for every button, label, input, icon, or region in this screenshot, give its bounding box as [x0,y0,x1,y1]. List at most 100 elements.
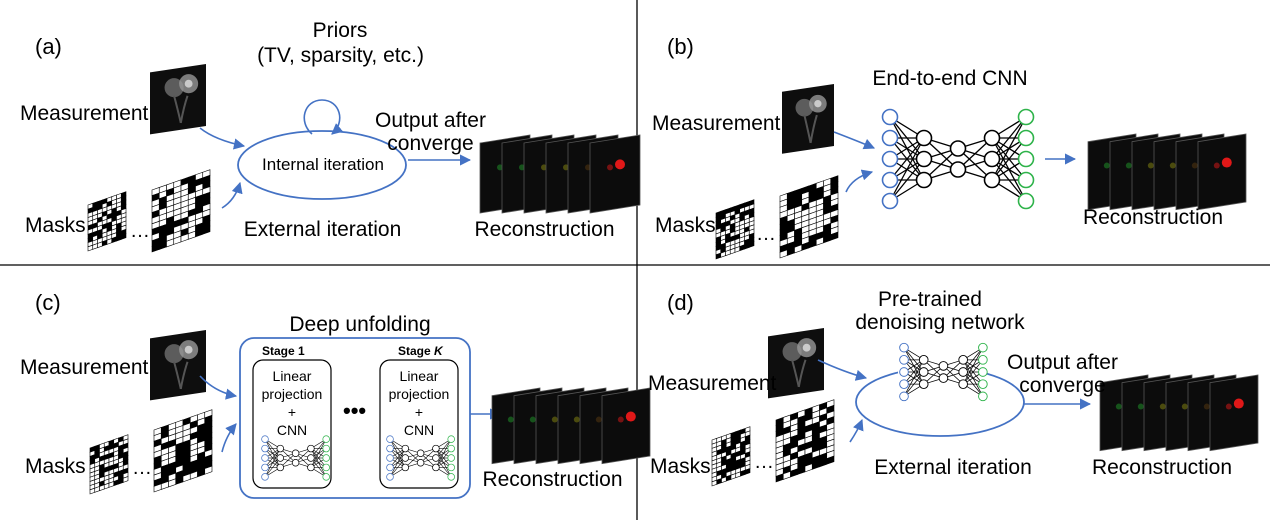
panel-c-stagek-box [379,359,459,489]
panel-d-title-line2: denoising network [855,311,1025,334]
network-node [261,435,269,443]
panel-a-arrow-masks [221,181,243,209]
panel-c-reconstruction: Reconstruction [482,468,623,491]
network-node [276,444,285,453]
network-node [938,361,949,371]
network-node [958,367,968,377]
panel-d-reconstruction: Reconstruction [1091,456,1233,479]
panel-b-measurement-label: Measurement [652,112,781,135]
network-node [447,454,455,462]
panel-a-output-line1: Output after [375,109,486,132]
panel-c-arrow-masks [221,423,237,453]
panel-d-title-line1: Pre-trained [878,288,982,311]
network-node [899,355,909,365]
panel-c-stagek-block-text: Linear projection + CNN [380,367,458,439]
network-node [1017,129,1035,147]
panel-a-ellipsis: … [130,220,150,242]
panel-a-masks-label: Masks [25,214,86,237]
network-node [322,435,330,443]
panel-b-arrow-masks [845,169,874,193]
stage1-cnn: CNN [276,422,308,438]
network-node [899,391,909,402]
panel-d-measurement-image [768,328,824,399]
network-node [958,379,968,389]
stagek-plus: + [414,404,424,420]
network-node [881,150,899,168]
network-node [978,367,988,377]
panel-c-title: Deep unfolding [289,313,431,336]
panel-d-reconstruction-stack [1099,374,1259,452]
network-node [386,463,394,472]
panel-a-reconstruction-stack [479,134,641,214]
panel-c-stage1-cnn [261,435,330,481]
network-node [1017,171,1035,189]
stagek-projection: projection [388,386,450,402]
network-node [322,454,330,462]
network-node [261,454,269,462]
panel-a-external-loop [237,130,407,200]
network-node [261,473,269,481]
network-node [1017,108,1035,126]
panel-c-stage1-box [252,359,332,489]
panel-b-mask-2 [779,175,839,259]
network-node [447,444,455,453]
network-node [386,454,394,462]
panel-d-ellipsis: … [754,451,774,473]
network-node [938,373,949,383]
panel-d-external-iteration: External iteration [874,456,1032,479]
panel-b-cnn [881,108,1035,210]
network-node [291,458,300,467]
panel-a-label: (a) [35,34,62,59]
network-node [307,454,315,462]
stage1-linear: Linear [272,368,312,384]
panel-c-label: (c) [35,290,61,315]
network-node [401,444,410,453]
panel-d-graphics: … [711,328,1259,487]
panel-d-arrow-masks [849,418,864,443]
panel-b-label: (b) [667,34,694,59]
panel-d-measurement-label: Measurement [648,372,777,395]
network-node [881,171,899,189]
network-node [949,140,967,157]
panel-d-output-line2: converge [1019,374,1106,397]
stage1-projection: projection [261,386,323,402]
panel-c-measurement-image [150,330,206,401]
network-node [322,444,330,453]
network-node [276,454,285,462]
panel-a-mask-2 [151,169,211,253]
network-node [386,435,394,443]
panel-d-output-line1: Output after [1007,351,1118,374]
panel-d-arrow-measurement [817,359,868,381]
network-node [291,449,300,458]
network-node [386,444,394,453]
network-node [983,150,1001,168]
panel-b-arrow-measurement [833,131,876,150]
panel-a-internal-loop [303,99,344,135]
network-node [1017,192,1035,210]
network-node [978,379,988,389]
panel-a-arrow-measurement [199,127,246,150]
network-node [983,129,1001,147]
network-node [432,454,440,462]
panel-d-masks-label: Masks [650,455,711,478]
stagek-linear: Linear [399,368,439,384]
panel-c-ellipsis: … [132,457,152,479]
network-node [899,342,909,353]
panel-a-reconstruction: Reconstruction [474,218,615,241]
panel-b-measurement-image [782,84,834,154]
panel-c-mask-2 [153,409,213,493]
network-node [918,367,929,377]
panel-b-ellipsis: … [756,223,776,245]
network-node [386,473,394,481]
network-node [261,444,269,453]
panel-b-graphics: … [715,84,1247,260]
network-node [447,473,455,481]
network-node [899,367,909,377]
panel-c-reconstruction-stack [491,387,651,465]
network-node [978,342,988,353]
network-node [915,150,933,168]
network-node [401,463,410,472]
panel-c-stagek-label: Stage K [398,344,443,358]
stage1-plus: + [287,404,297,420]
